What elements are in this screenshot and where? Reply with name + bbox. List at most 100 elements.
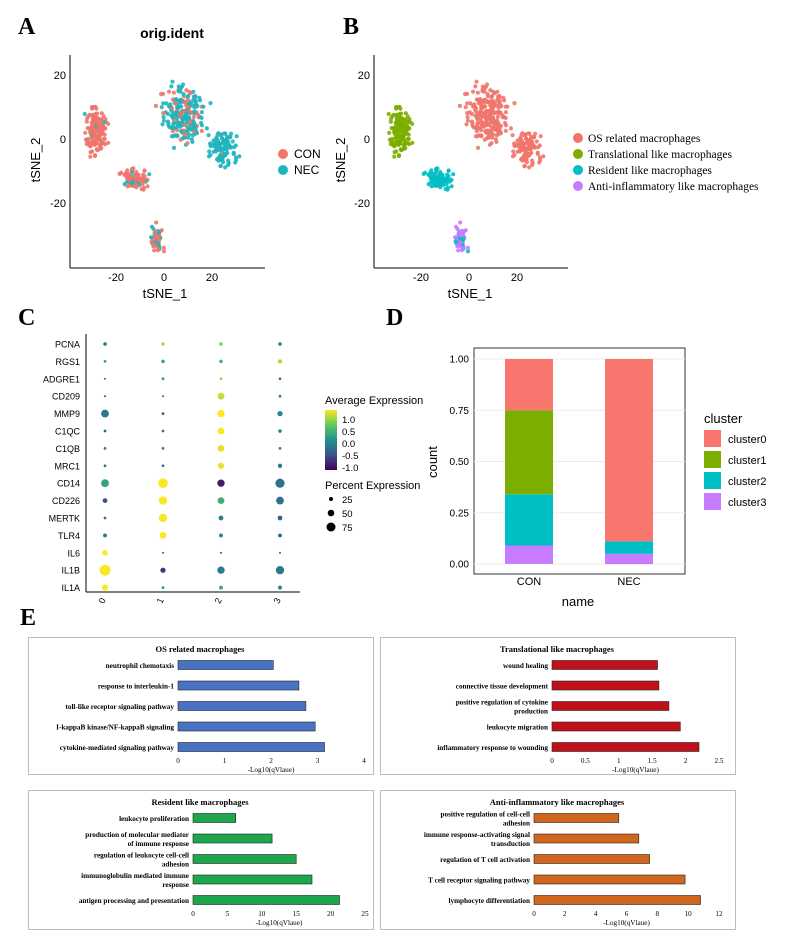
go-bar <box>533 813 620 823</box>
tsne-point <box>134 175 139 181</box>
tsne-point <box>184 112 189 117</box>
tsne-point <box>401 122 406 127</box>
tsne-point <box>494 139 499 144</box>
tsne-point <box>186 93 191 98</box>
tsne-point <box>465 101 470 106</box>
tsne-point <box>485 92 490 97</box>
tsne-point <box>217 142 222 147</box>
tsne-point <box>388 141 393 147</box>
tsne-point <box>161 249 167 254</box>
go-bar <box>551 680 660 691</box>
tsne-point <box>159 105 164 110</box>
tsne-point <box>89 120 94 125</box>
tsne-b-xlabel: tSNE_1 <box>448 286 493 301</box>
y-tick-label: 0.00 <box>450 560 470 571</box>
tsne-point <box>191 114 196 120</box>
expression-dot <box>102 550 108 556</box>
tsne-point <box>449 184 454 189</box>
tsne-point <box>532 145 537 150</box>
go-x-tick: 10 <box>685 910 693 918</box>
expression-dot <box>217 392 225 400</box>
tsne-point <box>457 103 462 108</box>
colorbar-tick: -1.0 <box>342 463 358 474</box>
tsne-point <box>199 123 205 128</box>
tsne-point <box>179 98 184 103</box>
tsne-point <box>92 153 98 158</box>
gene-label: CD209 <box>52 392 80 402</box>
go-term-label: positive regulation of cytokine <box>456 699 548 707</box>
colorbar-tick: 0.0 <box>342 439 355 450</box>
gene-label: CD14 <box>57 479 80 489</box>
tsne-point <box>131 180 136 185</box>
tsne-point <box>90 139 95 144</box>
tsne-point <box>90 106 95 111</box>
tsne-point <box>166 121 171 126</box>
legend-label-con: CON <box>294 147 321 161</box>
tsne-point <box>160 122 165 127</box>
tsne-point <box>490 115 495 120</box>
tsne-point <box>183 132 188 137</box>
tsne-b-ytick: -20 <box>354 198 370 210</box>
go-x-tick: 2 <box>563 910 567 918</box>
cluster-legend-key <box>704 493 721 510</box>
expression-dot <box>278 585 282 590</box>
size-legend-label: 25 <box>342 495 353 506</box>
tsne-point <box>215 156 221 161</box>
tsne-b-ytick: 0 <box>364 134 370 146</box>
cluster-legend-key <box>704 430 721 447</box>
tsne-point <box>495 89 500 94</box>
x-tick-label: CON <box>517 576 542 588</box>
tsne-point <box>142 168 147 173</box>
go-bar <box>551 701 670 711</box>
tsne-point <box>421 171 426 176</box>
expression-dot <box>278 533 282 538</box>
go-x-tick: 0 <box>176 757 180 765</box>
tsne-point <box>387 137 392 142</box>
tsne-point <box>228 145 233 150</box>
gene-label: CD226 <box>52 496 80 506</box>
colorbar-tick: -0.5 <box>342 451 358 462</box>
go-term-label: inflammatory response to wounding <box>437 744 548 752</box>
gene-label: C1QB <box>55 444 80 454</box>
tsne-point <box>426 172 431 177</box>
tsne-point <box>161 118 167 123</box>
tsne-point <box>532 135 537 140</box>
go-term-label: response to interleukin-1 <box>98 683 175 691</box>
expression-dot <box>219 551 223 554</box>
tsne-point <box>508 126 513 131</box>
go-x-label: -Log10(qVlaue) <box>612 766 659 774</box>
tsne-a-ytick: 20 <box>54 70 66 82</box>
avg-expression-colorbar <box>325 410 337 470</box>
go-x-tick: 5 <box>226 910 230 918</box>
tsne-point <box>94 106 99 111</box>
go-chart-title: Resident like macrophages <box>151 797 249 807</box>
go-bar <box>533 854 650 864</box>
tsne-point <box>96 132 101 137</box>
go-term-label: T cell receptor signaling pathway <box>428 877 530 885</box>
go-term-label: positive regulation of cell-cell <box>441 811 531 819</box>
tsne-point <box>223 165 228 170</box>
tsne-a-title: orig.ident <box>140 25 204 41</box>
go-bar <box>177 742 325 752</box>
go-term-label: neutrophil chemotaxis <box>106 662 175 670</box>
cluster-legend-label: cluster3 <box>728 497 767 509</box>
go-term-label: adhesion <box>503 820 530 828</box>
size-legend-dot-25 <box>329 497 333 501</box>
go-x-tick: 0 <box>550 757 554 765</box>
tsne-point <box>393 120 398 125</box>
panel-label-b: B <box>343 14 360 40</box>
expression-dot <box>103 447 107 450</box>
go-term-label: cytokine-mediated signaling pathway <box>60 744 175 752</box>
expression-dot <box>103 464 107 468</box>
tsne-point <box>477 125 482 130</box>
go-x-tick: 2 <box>269 757 273 765</box>
tsne-point <box>180 119 185 125</box>
tsne-point <box>399 118 404 124</box>
go-term-label: lymphocyte differentiation <box>448 897 530 905</box>
tsne-point <box>102 120 107 125</box>
expression-dot <box>158 478 168 489</box>
go-x-tick: 2.5 <box>715 757 724 765</box>
tsne-point <box>511 141 517 146</box>
tsne-point <box>124 180 129 185</box>
tsne-point <box>464 122 469 127</box>
